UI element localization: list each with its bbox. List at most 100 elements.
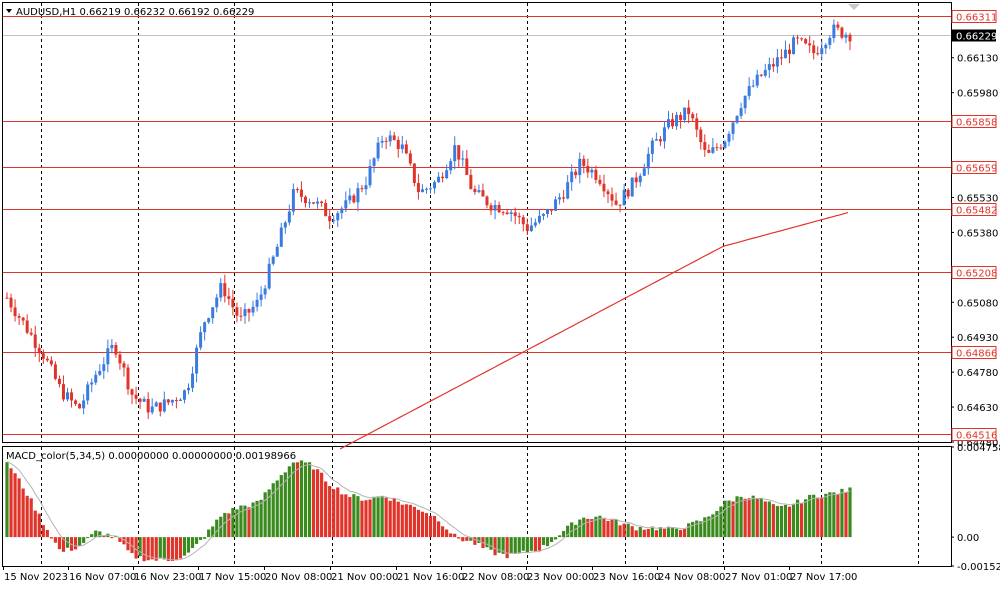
macd-bar <box>767 501 771 538</box>
scroll-marker-icon[interactable] <box>848 4 860 10</box>
candle-body <box>570 171 574 183</box>
candle-body <box>49 360 53 365</box>
macd-bar <box>670 526 675 538</box>
macd-bar <box>824 493 828 538</box>
candle-body <box>675 114 679 127</box>
time-tick-label: 27 Nov 17:00 <box>790 572 857 583</box>
symbol-dropdown-icon[interactable] <box>6 9 12 13</box>
price-panel-frame <box>2 2 952 443</box>
candle-body <box>626 189 630 197</box>
candle-body <box>126 367 130 390</box>
candle-body <box>316 201 320 204</box>
macd-bar <box>614 519 618 538</box>
macd-bar <box>457 537 461 539</box>
candle-body <box>344 200 348 209</box>
macd-bar <box>336 487 340 538</box>
macd-signal-line <box>6 461 851 561</box>
candle-body <box>106 348 110 365</box>
candle-body <box>808 43 812 46</box>
macd-bar <box>142 537 146 562</box>
macd-bar <box>130 537 134 554</box>
macd-bar <box>537 537 542 551</box>
candle-body <box>94 374 98 383</box>
candle-body <box>380 140 384 143</box>
candle-body <box>263 288 267 295</box>
macd-bar <box>239 505 243 538</box>
candle-body <box>223 283 227 297</box>
candle-body <box>848 34 852 42</box>
macd-bar <box>243 505 247 538</box>
candle-body <box>231 298 235 308</box>
macd-bar <box>747 498 751 538</box>
candle-body <box>424 188 428 190</box>
macd-bar <box>578 519 582 538</box>
candle-body <box>279 227 283 247</box>
macd-bar <box>545 537 550 547</box>
level-label-box <box>951 115 997 128</box>
macd-bar <box>332 489 336 538</box>
macd-bar <box>638 527 642 538</box>
macd-bar <box>215 519 219 538</box>
candle-body <box>739 108 743 116</box>
macd-bar <box>174 537 179 561</box>
macd-bar <box>199 537 203 540</box>
macd-bar <box>307 462 312 538</box>
candle-body <box>550 209 554 211</box>
candle-body <box>779 57 783 59</box>
macd-bar <box>525 537 529 554</box>
macd-bar <box>497 537 501 553</box>
macd-bar <box>441 526 445 538</box>
macd-bar <box>303 462 308 538</box>
level-label-box <box>951 161 997 174</box>
candle-body <box>441 176 445 179</box>
moving-average <box>339 212 849 450</box>
macd-bar <box>126 537 130 551</box>
macd-bar <box>695 520 699 538</box>
macd-bar <box>711 514 715 538</box>
candle-body <box>477 190 481 192</box>
macd-bar <box>735 496 739 538</box>
candle-body <box>299 189 303 197</box>
price-axis: 0.66130 0.65980 0.65530 0.65380 0.65080 0.649… <box>951 54 998 449</box>
candle-body <box>235 307 239 316</box>
macd-bar <box>295 462 300 538</box>
candle-body <box>812 45 816 54</box>
macd-bar <box>86 537 90 539</box>
candle-body <box>485 196 489 206</box>
macd-bar <box>549 537 554 543</box>
macd-bar <box>582 517 586 538</box>
macd-bar <box>804 499 808 538</box>
candle-body <box>493 204 497 211</box>
candle-body <box>787 49 791 55</box>
macd-bar <box>392 498 396 538</box>
candle-body <box>638 175 642 183</box>
candle-body <box>110 345 114 349</box>
candle-body <box>400 144 404 150</box>
macd-bar <box>299 460 304 538</box>
macd-bar <box>783 504 788 538</box>
candle-body <box>130 389 134 395</box>
candle-body <box>751 85 755 87</box>
macd-bar <box>428 515 433 538</box>
candle-body <box>207 318 211 323</box>
macd-bar <box>158 537 162 558</box>
macd-bar <box>691 521 695 538</box>
candle-body <box>461 158 465 160</box>
macd-bar <box>328 486 332 538</box>
macd-bar <box>763 501 767 538</box>
macd-bar <box>666 526 671 538</box>
candle-body <box>465 158 469 175</box>
macd-bar <box>727 500 731 538</box>
candle-body <box>340 208 344 214</box>
candle-body <box>558 197 562 200</box>
level-label-box <box>951 346 997 359</box>
candle-body <box>618 204 622 206</box>
candle-body <box>352 195 356 203</box>
macd-bar <box>324 481 328 538</box>
candle-body <box>473 189 477 192</box>
level-label: 0.64516 <box>956 431 997 442</box>
macd-bar <box>816 497 820 538</box>
level-labels: 0.66311 0.65858 0.65659 0.65482 0.65208 0.648… <box>951 10 997 442</box>
